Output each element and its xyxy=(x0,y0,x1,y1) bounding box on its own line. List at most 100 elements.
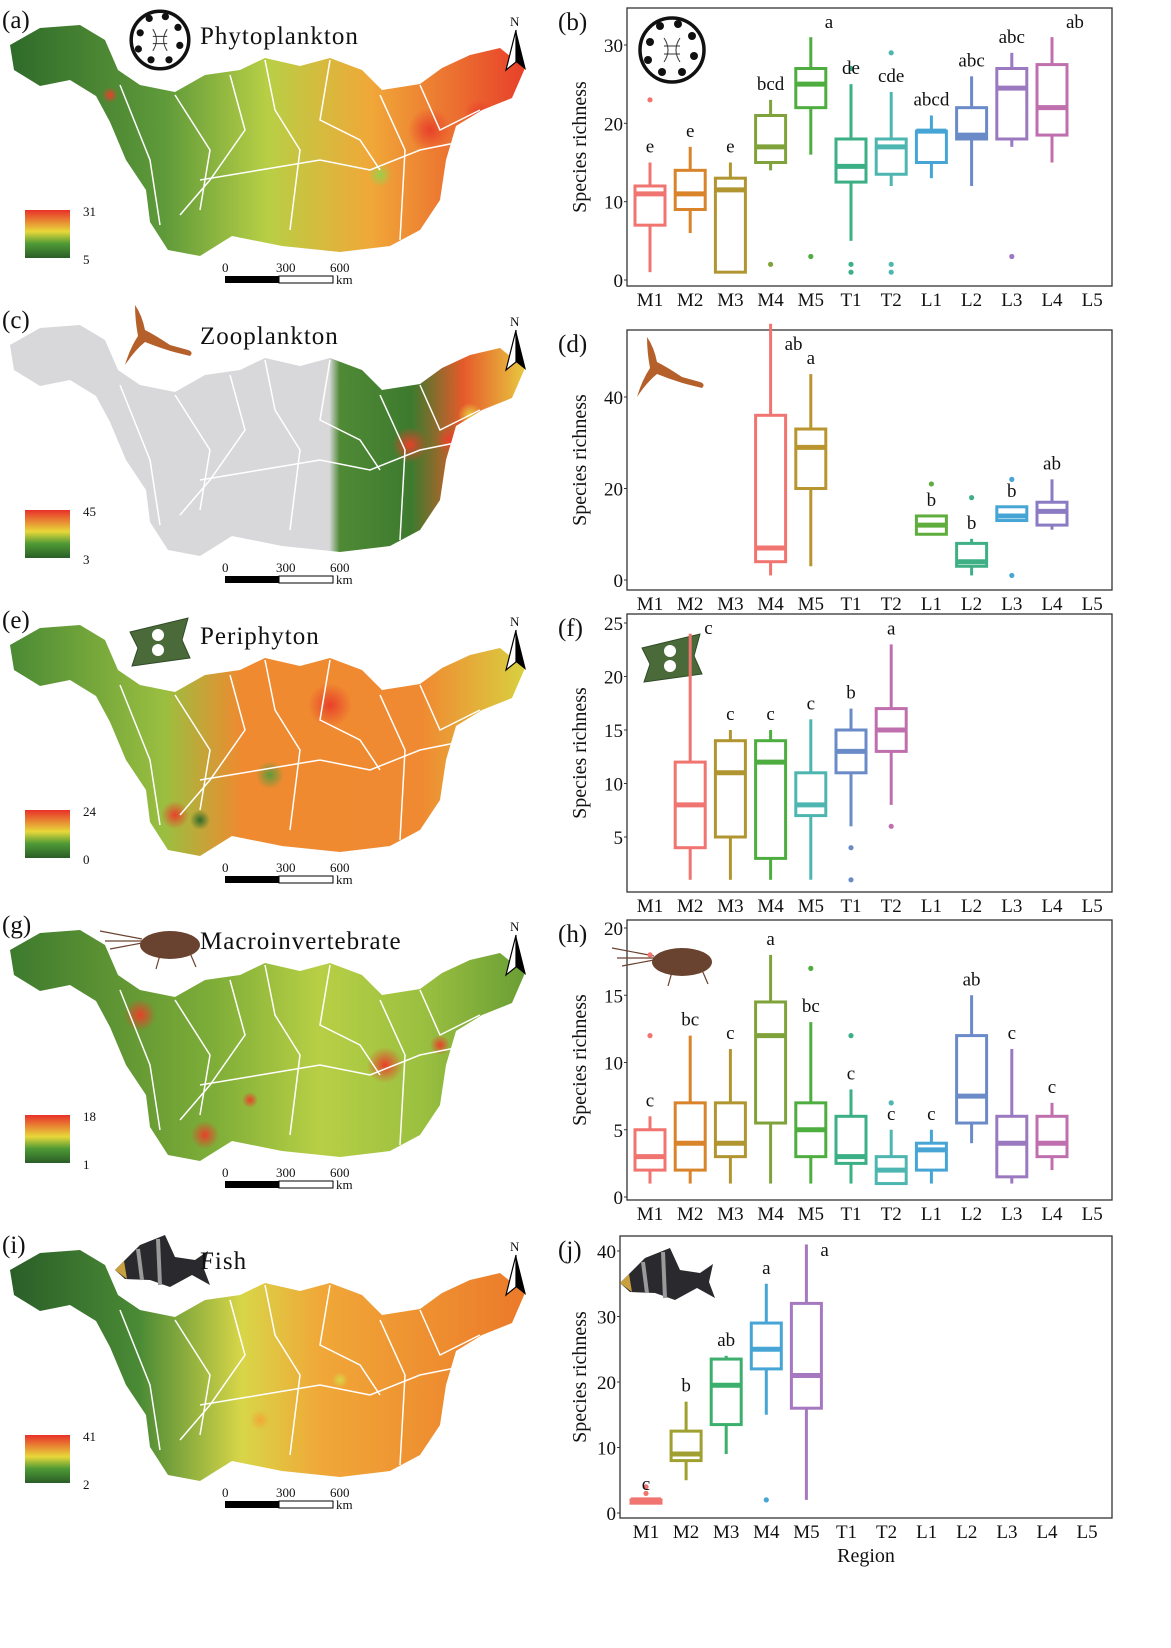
outlier-point xyxy=(808,253,814,260)
boxplot-panel: (f) Species richness 5 10 15 20 25 M1 M2 M3 M4 M5 T1… xyxy=(558,613,1113,917)
x-tick-label: M2 xyxy=(677,290,703,311)
box-M5: a xyxy=(794,348,828,567)
hotspot xyxy=(392,427,428,463)
map-title: Phytoplankton xyxy=(200,23,359,50)
x-tick-label: L5 xyxy=(1077,1522,1098,1543)
legend-color-bar xyxy=(25,810,70,858)
river-boundary-line xyxy=(174,394,211,511)
iqr-box xyxy=(749,1321,783,1371)
scale-tick: 300 xyxy=(276,560,296,575)
x-tick-label: T2 xyxy=(881,290,902,311)
x-tick-label: M5 xyxy=(793,1522,819,1543)
box-M5: a xyxy=(794,12,834,260)
box-M1: e xyxy=(633,97,667,273)
y-tick-label: 20 xyxy=(604,668,623,689)
basin-map xyxy=(10,325,525,556)
x-tick-label: L3 xyxy=(1001,896,1022,917)
north-label: N xyxy=(510,614,520,629)
basin-map xyxy=(10,930,525,1161)
outlier-point xyxy=(888,823,894,829)
panel-label: (h) xyxy=(558,921,587,948)
fish-icon xyxy=(620,1248,715,1300)
significance-letter: c xyxy=(1008,1023,1016,1044)
significance-letter: c xyxy=(642,1474,650,1495)
x-tick-label: M1 xyxy=(633,1522,659,1543)
north-label: N xyxy=(510,314,520,329)
river-boundary-line xyxy=(379,999,406,1146)
river-boundary-line xyxy=(119,1309,161,1451)
x-tick-label: L4 xyxy=(1041,1204,1063,1225)
river-boundary-line xyxy=(119,684,161,826)
x-tick-label: L2 xyxy=(956,1522,977,1543)
y-axis-label: Species richness xyxy=(569,687,591,819)
x-tick-label: T1 xyxy=(836,1522,857,1543)
legend-min: 0 xyxy=(83,852,90,867)
significance-letter: ab xyxy=(1043,453,1061,474)
y-tick-label: 40 xyxy=(604,388,623,409)
significance-letter: cde xyxy=(878,66,904,87)
legend-color-bar xyxy=(25,1435,70,1483)
river-boundary-line xyxy=(119,384,161,526)
scale-tick: 0 xyxy=(222,260,229,275)
y-tick-label: 20 xyxy=(604,480,623,501)
significance-letter: ab xyxy=(963,969,981,990)
x-tick-label: L5 xyxy=(1082,1204,1103,1225)
outlier-point xyxy=(1009,572,1015,579)
y-tick-label: 0 xyxy=(607,1504,617,1525)
macroinvertebrate-icon xyxy=(99,930,200,970)
river-boundary-line xyxy=(179,979,246,1121)
significance-letter: b xyxy=(967,513,977,534)
river-boundary-line xyxy=(199,1044,471,1086)
box-L2: abc xyxy=(955,50,989,186)
outlier-point xyxy=(647,97,653,103)
y-tick-label: 20 xyxy=(597,1373,616,1394)
y-tick-label: 5 xyxy=(614,828,624,849)
x-tick-label: M4 xyxy=(757,290,784,311)
x-tick-label: T1 xyxy=(840,896,861,917)
legend-color-bar xyxy=(25,510,70,558)
river-boundary-line xyxy=(119,989,161,1131)
river-boundary-line xyxy=(174,94,211,211)
x-tick-label: M5 xyxy=(798,896,824,917)
north-arrow-icon: N xyxy=(504,314,526,372)
plot-frame xyxy=(626,613,1113,893)
color-legend: 45 3 xyxy=(25,504,96,567)
north-arrow-icon: N xyxy=(504,614,526,672)
river-boundary-line xyxy=(179,74,246,216)
hotspot xyxy=(102,87,118,103)
significance-letter: c xyxy=(927,1104,935,1125)
iqr-box xyxy=(794,771,828,818)
x-tick-label: L3 xyxy=(1001,1204,1022,1225)
macroinvertebrate-icon xyxy=(611,947,712,987)
iqr-box xyxy=(794,427,828,490)
box-M2: b xyxy=(669,1376,703,1481)
outlier-point xyxy=(1009,476,1015,482)
significance-letter: e xyxy=(646,137,654,158)
significance-letter: de xyxy=(842,58,860,79)
scale-unit: km xyxy=(336,872,353,887)
box-L4: c xyxy=(1035,1077,1069,1171)
iqr-box xyxy=(633,1128,667,1172)
y-axis-label: Species richness xyxy=(569,1311,591,1443)
x-tick-label: T2 xyxy=(876,1522,897,1543)
boxplot-panel: (h) Species richness 0 5 10 15 20 M1 M2 M3 M4 M5 T1 T… xyxy=(558,919,1113,1225)
panel-label: (i) xyxy=(2,1232,26,1259)
significance-letter: a xyxy=(887,618,896,639)
box-M3: ab xyxy=(709,1330,743,1455)
x-tick-label: L2 xyxy=(961,290,982,311)
outlier-point xyxy=(848,65,854,72)
river-boundary-line xyxy=(419,84,481,132)
river-boundary-line xyxy=(379,394,406,541)
iqr-box xyxy=(673,168,707,211)
box-M3: c xyxy=(713,704,747,880)
scale-tick: 0 xyxy=(222,560,229,575)
color-legend: 24 0 xyxy=(25,804,97,867)
x-tick-label: M2 xyxy=(677,1204,703,1225)
box-L3: b xyxy=(995,476,1029,579)
scale-tick: 300 xyxy=(276,260,296,275)
legend-max: 18 xyxy=(83,1109,96,1124)
significance-letter: b xyxy=(846,683,856,704)
hotspot xyxy=(458,1363,482,1387)
y-tick-label: 0 xyxy=(614,271,624,292)
x-tick-label: M2 xyxy=(677,594,703,615)
